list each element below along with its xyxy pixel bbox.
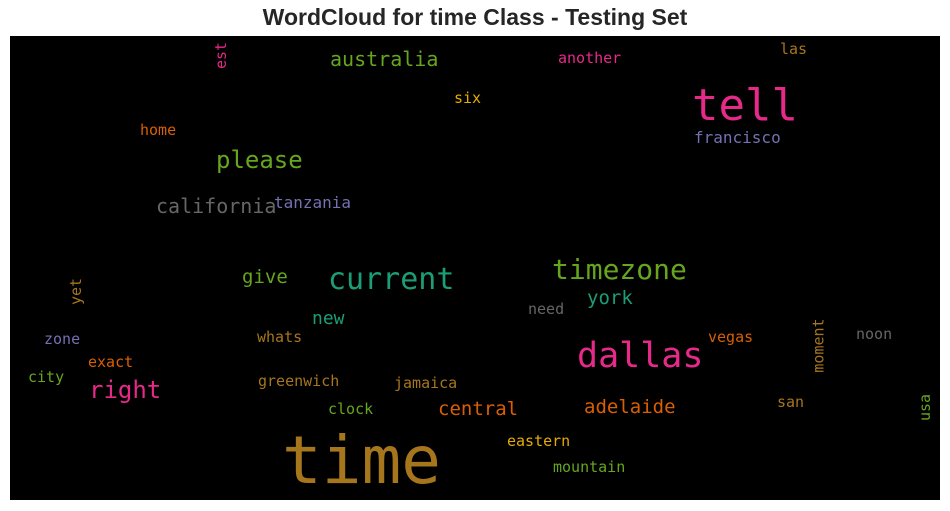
word-city: city [28, 368, 65, 386]
word-whats: whats [257, 328, 303, 346]
word-please: please [216, 146, 303, 174]
word-time: time [282, 422, 441, 499]
word-yet: yet [67, 277, 86, 306]
word-current: current [328, 262, 455, 297]
word-vegas: vegas [708, 328, 754, 346]
word-san: san [777, 393, 805, 411]
word-new: new [312, 308, 345, 329]
word-tell: tell [692, 80, 798, 131]
word-home: home [140, 121, 177, 139]
word-las: las [780, 40, 808, 58]
word-six: six [454, 89, 482, 107]
word-jamaica: jamaica [394, 374, 458, 392]
word-dallas: dallas [577, 336, 704, 376]
word-greenwich: greenwich [258, 372, 340, 390]
word-mountain: mountain [553, 458, 626, 476]
word-right: right [89, 376, 162, 404]
word-california: california [156, 194, 277, 218]
word-give: give [242, 266, 288, 288]
word-timezone: timezone [552, 253, 687, 286]
word-york: york [587, 287, 633, 309]
word-usa: usa [916, 393, 935, 422]
word-moment: moment [809, 318, 828, 373]
word-est: est [212, 41, 231, 70]
word-adelaide: adelaide [584, 396, 676, 418]
word-eastern: eastern [507, 432, 571, 450]
word-another: another [558, 49, 622, 67]
wordcloud-canvas: time tell dallas current timezone please… [10, 36, 940, 500]
word-clock: clock [328, 400, 374, 418]
word-central: central [438, 398, 519, 420]
word-need: need [528, 300, 565, 318]
word-exact: exact [88, 353, 134, 371]
word-tanzania: tanzania [274, 193, 352, 212]
chart-title: WordCloud for time Class - Testing Set [262, 4, 688, 30]
word-noon: noon [856, 325, 893, 343]
word-zone: zone [44, 330, 81, 348]
word-australia: australia [330, 47, 439, 71]
word-francisco: francisco [694, 128, 781, 147]
